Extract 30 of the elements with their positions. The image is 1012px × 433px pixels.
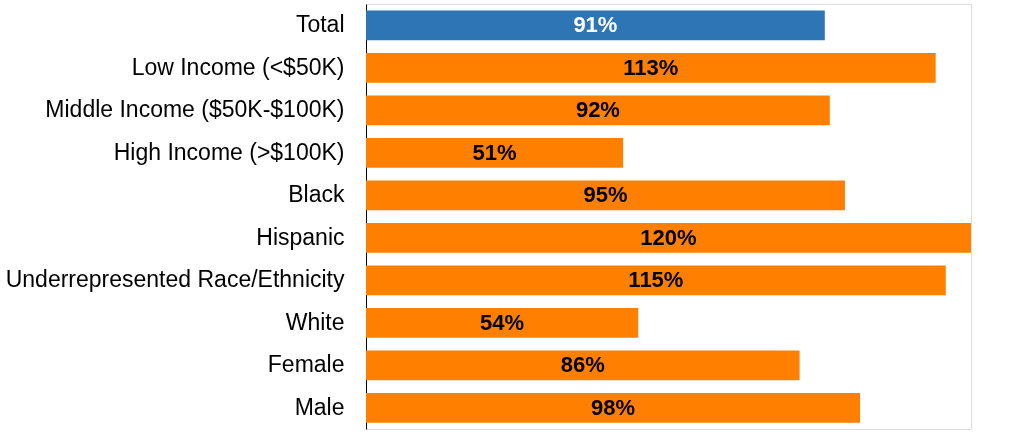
bar	[366, 350, 800, 381]
bar	[366, 180, 845, 211]
data-label: 120%	[640, 224, 697, 250]
bar	[366, 392, 861, 423]
y-tick-label: Total	[295, 11, 345, 38]
y-tick-label: High Income (>$100K)	[113, 138, 345, 165]
y-tick-label: White	[285, 308, 345, 335]
data-label: 95%	[583, 182, 628, 208]
bar	[366, 95, 830, 126]
data-label: 54%	[480, 309, 525, 335]
bar	[366, 307, 639, 338]
y-tick-label: Low Income (<$50K)	[131, 53, 345, 80]
bar	[366, 52, 936, 83]
y-tick-label: Female	[267, 351, 345, 378]
data-label: 51%	[472, 139, 517, 165]
data-label: 86%	[560, 352, 605, 378]
y-tick-label: Black	[288, 181, 345, 208]
y-tick-label: Hispanic	[256, 223, 345, 250]
data-label: 115%	[628, 267, 684, 293]
bar	[366, 10, 825, 41]
data-label: 113%	[623, 54, 679, 80]
y-tick-label: Middle Income ($50K-$100K)	[45, 96, 345, 123]
data-label: 91%	[573, 12, 618, 38]
bar	[366, 265, 946, 296]
y-tick-label: Male	[294, 393, 345, 420]
y-tick-label: Underrepresented Race/Ethnicity	[5, 266, 345, 293]
data-label: 98%	[591, 394, 636, 420]
bar	[366, 222, 971, 253]
bar	[366, 137, 624, 168]
data-label: 92%	[575, 97, 620, 123]
